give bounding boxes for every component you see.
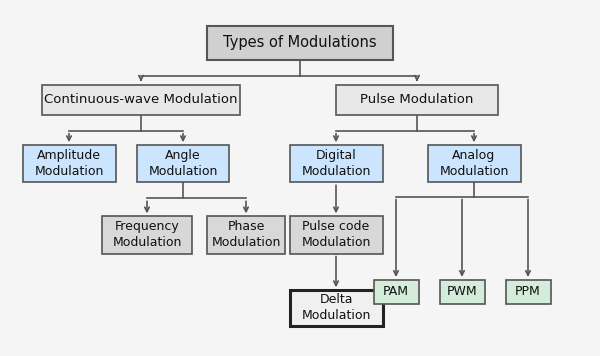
Text: Phase
Modulation: Phase Modulation	[211, 220, 281, 250]
FancyBboxPatch shape	[290, 290, 383, 326]
FancyBboxPatch shape	[102, 216, 192, 253]
FancyBboxPatch shape	[207, 216, 285, 253]
Text: Analog
Modulation: Analog Modulation	[439, 149, 509, 178]
Text: PPM: PPM	[515, 286, 541, 298]
Text: Frequency
Modulation: Frequency Modulation	[112, 220, 182, 250]
FancyBboxPatch shape	[505, 280, 551, 304]
Text: Delta
Modulation: Delta Modulation	[301, 293, 371, 323]
Text: Pulse Modulation: Pulse Modulation	[361, 93, 473, 106]
FancyBboxPatch shape	[290, 145, 383, 182]
Text: Types of Modulations: Types of Modulations	[223, 35, 377, 50]
FancyBboxPatch shape	[374, 280, 419, 304]
FancyBboxPatch shape	[290, 216, 383, 253]
Text: PWM: PWM	[446, 286, 478, 298]
FancyBboxPatch shape	[23, 145, 115, 182]
Text: Angle
Modulation: Angle Modulation	[148, 149, 218, 178]
Text: Continuous-wave Modulation: Continuous-wave Modulation	[44, 93, 238, 106]
Text: Pulse code
Modulation: Pulse code Modulation	[301, 220, 371, 250]
Text: Digital
Modulation: Digital Modulation	[301, 149, 371, 178]
FancyBboxPatch shape	[336, 85, 498, 115]
FancyBboxPatch shape	[42, 85, 240, 115]
FancyBboxPatch shape	[207, 26, 393, 59]
Text: PAM: PAM	[383, 286, 409, 298]
Text: Amplitude
Modulation: Amplitude Modulation	[34, 149, 104, 178]
FancyBboxPatch shape	[439, 280, 485, 304]
FancyBboxPatch shape	[427, 145, 521, 182]
FancyBboxPatch shape	[137, 145, 229, 182]
